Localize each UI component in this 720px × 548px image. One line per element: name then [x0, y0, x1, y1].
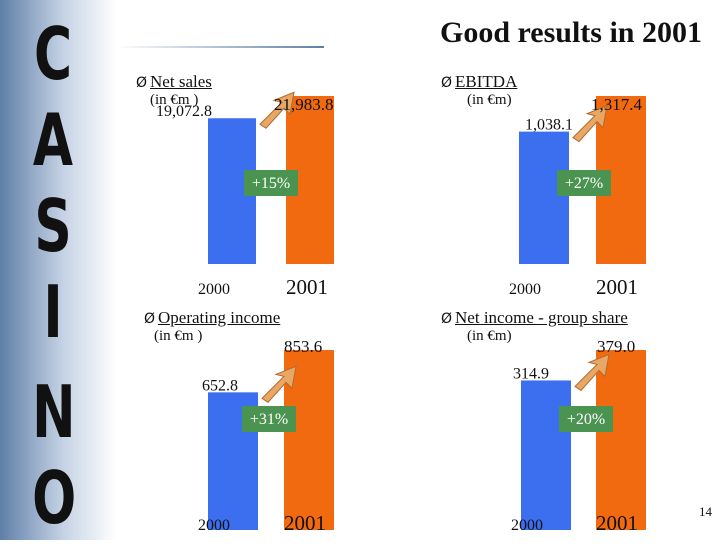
brand-letter: I	[43, 270, 63, 354]
panel-heading: Ø Net sales	[136, 72, 212, 92]
panel-heading: Ø Operating income	[144, 308, 280, 328]
page-number: 14	[699, 504, 712, 519]
category-label: 2000	[511, 517, 543, 534]
panel-label: Net income - group share	[455, 308, 628, 327]
bullet-arrow-icon: Ø	[144, 311, 156, 327]
bar-2000	[521, 380, 571, 530]
growth-label: +27%	[565, 175, 603, 192]
growth-badge	[559, 406, 613, 432]
brand-letter: C	[33, 12, 73, 96]
growth-badge	[557, 170, 611, 196]
chart: +15% 19,072.8 21,983.8 2000 2001	[156, 91, 334, 299]
bar-2000	[519, 131, 569, 264]
growth-label: +20%	[567, 411, 605, 428]
chart: +27% 1,038.1 1,317.4 2000 2001	[509, 95, 646, 299]
growth-label: +31%	[250, 411, 288, 428]
brand-letter: S	[34, 184, 72, 268]
panel-label: EBITDA	[455, 72, 518, 91]
value-label-2001: 1,317.4	[591, 95, 643, 114]
panel-unit: (in €m)	[467, 92, 512, 108]
category-label: 2000	[509, 281, 541, 298]
panel-unit: (in €m)	[467, 328, 512, 344]
page-title: Good results in 2001	[440, 16, 702, 49]
bullet-arrow-icon: Ø	[441, 311, 453, 327]
value-label-2000: 19,072.8	[156, 103, 212, 120]
growth-arrow-icon	[259, 91, 295, 129]
value-label-2000: 652.8	[202, 377, 238, 394]
bullet-arrow-icon: Ø	[136, 75, 148, 91]
growth-badge	[244, 170, 298, 196]
brand-letter: N	[32, 370, 76, 454]
value-label-2001: 379.0	[597, 337, 635, 356]
chart-panel-net-income: +20% 314.9 379.0 2000 2001 Ø Net income - gro…	[441, 308, 720, 548]
value-label-2000: 1,038.1	[525, 117, 573, 134]
category-label: 2000	[198, 281, 230, 298]
title-underline	[116, 46, 324, 48]
panel-label: Operating income	[158, 308, 281, 327]
chart: +31% 652.8 853.6 2000 2001	[198, 337, 334, 535]
chart-panel-ebitda: +27% 1,038.1 1,317.4 2000 2001 Ø EBITDA (in €…	[441, 72, 720, 312]
chart: +20% 314.9 379.0 2000 2001	[511, 337, 646, 535]
category-label: 2000	[198, 517, 230, 534]
panel-unit: (in €m )	[150, 92, 199, 108]
chart-panel-operating-income: +31% 652.8 853.6 2000 2001 Ø Operating income…	[144, 308, 444, 548]
bullet-arrow-icon: Ø	[441, 75, 453, 91]
value-label-2000: 314.9	[513, 365, 549, 382]
category-label: 2001	[596, 511, 638, 535]
growth-arrow-icon	[261, 365, 297, 403]
category-label: 2001	[286, 275, 328, 299]
value-label-2001: 21,983.8	[274, 95, 334, 114]
chart-panel-net-sales: +15% 19,072.8 21,983.8 2000 2001 Ø Net sales …	[136, 72, 436, 312]
panel-heading: Ø EBITDA	[441, 72, 517, 92]
growth-arrow-icon	[572, 104, 608, 143]
growth-label: +15%	[252, 175, 290, 192]
growth-arrow-icon	[574, 353, 610, 392]
category-label: 2001	[284, 511, 326, 535]
panel-heading: Ø Net income - group share	[441, 308, 628, 328]
brand-letter: A	[32, 98, 74, 182]
panel-unit: (in €m )	[154, 328, 203, 344]
value-label-2001: 853.6	[284, 337, 322, 356]
brand-side-band: C A S I N O	[0, 0, 116, 540]
panel-label: Net sales	[150, 72, 212, 91]
brand-letter: O	[32, 456, 77, 540]
bar-2001	[596, 350, 646, 530]
category-label: 2001	[596, 275, 638, 299]
growth-badge	[242, 406, 296, 432]
